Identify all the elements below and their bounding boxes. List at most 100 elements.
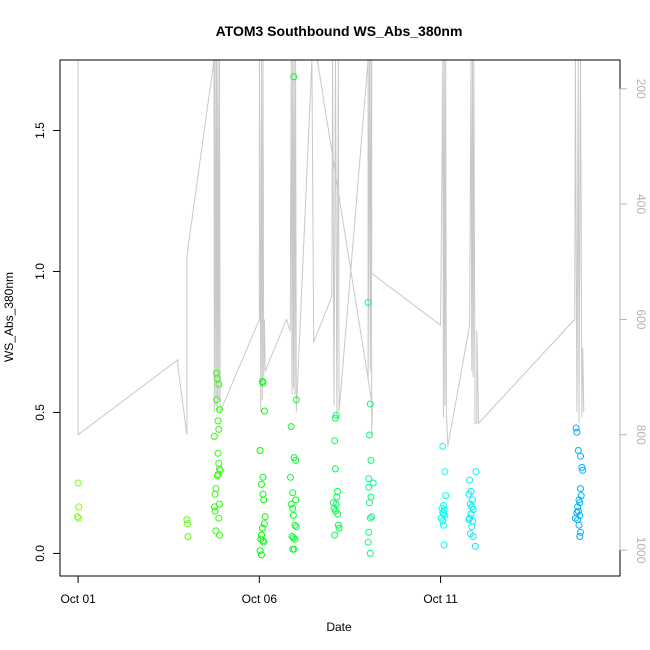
data-point xyxy=(256,447,264,454)
data-point xyxy=(334,521,342,529)
data-point xyxy=(289,504,297,512)
x-axis: Oct 01 Oct 06 Oct 11 xyxy=(60,575,458,606)
data-point xyxy=(287,500,295,508)
data-point xyxy=(213,472,221,480)
y-axis: 0.0 0.5 1.0 1.5 xyxy=(33,122,61,562)
data-point xyxy=(469,533,477,540)
data-point xyxy=(575,496,583,504)
right-tick-label: 600 xyxy=(634,309,648,329)
data-point xyxy=(292,396,300,404)
data-point xyxy=(367,456,375,464)
data-point xyxy=(366,499,373,507)
data-point xyxy=(215,380,223,388)
data-point xyxy=(210,432,218,440)
data-point xyxy=(290,73,298,81)
data-point xyxy=(469,496,476,504)
data-point xyxy=(213,396,221,404)
data-point xyxy=(469,506,477,514)
data-point xyxy=(289,534,297,542)
data-point xyxy=(365,475,373,483)
data-point xyxy=(365,528,373,536)
x-tick-label: Oct 06 xyxy=(242,592,278,606)
data-point xyxy=(75,503,83,511)
data-point xyxy=(366,400,374,408)
data-point xyxy=(577,452,584,460)
data-point xyxy=(215,514,223,522)
data-point xyxy=(366,431,373,439)
data-point xyxy=(184,533,192,540)
data-point xyxy=(292,456,300,464)
data-point xyxy=(466,476,474,484)
data-point xyxy=(364,538,372,546)
data-point xyxy=(471,542,479,550)
data-point xyxy=(332,465,339,473)
y-axis-label: WS_Abs_380nm xyxy=(2,272,16,362)
data-point xyxy=(579,466,587,474)
data-point xyxy=(575,521,583,529)
data-point xyxy=(212,527,220,535)
data-point xyxy=(366,514,374,522)
data-point xyxy=(332,414,339,422)
data-point xyxy=(216,466,224,474)
x-axis-label: Date xyxy=(326,620,352,634)
data-point xyxy=(439,442,447,450)
data-point xyxy=(368,513,376,521)
data-point xyxy=(289,489,297,497)
data-point xyxy=(259,473,267,481)
data-point xyxy=(75,514,82,522)
data-point xyxy=(291,521,299,529)
data-point xyxy=(465,490,473,498)
data-point xyxy=(183,516,191,524)
data-point xyxy=(256,547,264,555)
data-point xyxy=(289,511,297,519)
data-point xyxy=(184,520,192,528)
data-point xyxy=(258,524,266,532)
data-point xyxy=(365,483,373,491)
data-point xyxy=(573,428,581,436)
data-point xyxy=(74,479,82,487)
y-tick-label: 1.0 xyxy=(33,263,47,280)
data-point xyxy=(291,535,299,543)
data-point xyxy=(442,492,450,500)
data-point xyxy=(287,473,294,481)
data-point xyxy=(292,496,300,504)
data-point xyxy=(576,533,584,540)
data-point xyxy=(210,503,218,511)
data-point xyxy=(574,507,582,515)
data-point xyxy=(211,490,219,498)
data-point xyxy=(578,463,586,471)
data-point xyxy=(332,411,340,419)
data-point xyxy=(334,510,342,518)
data-point xyxy=(331,531,339,539)
data-point xyxy=(577,528,584,536)
data-point xyxy=(439,517,447,525)
data-point xyxy=(369,479,377,487)
data-point xyxy=(211,507,219,515)
data-point xyxy=(73,513,81,521)
data-point xyxy=(292,523,300,531)
data-point xyxy=(440,510,447,518)
data-point xyxy=(290,545,298,553)
data-point xyxy=(260,407,268,415)
data-point xyxy=(332,500,340,508)
data-point xyxy=(572,424,580,432)
data-point xyxy=(364,299,372,306)
chart-title: ATOM3 Southbound WS_Abs_380nm xyxy=(216,23,463,39)
data-point xyxy=(260,538,268,546)
data-point xyxy=(440,521,447,529)
data-point xyxy=(214,449,222,457)
data-point xyxy=(287,423,295,431)
data-point xyxy=(260,520,268,528)
data-point xyxy=(258,480,265,488)
y-tick-label: 0.5 xyxy=(33,404,47,421)
data-point xyxy=(216,531,223,539)
data-point xyxy=(259,379,267,387)
data-point xyxy=(468,523,476,531)
data-point xyxy=(260,496,268,504)
right-tick-label: 1000 xyxy=(634,537,648,564)
data-point xyxy=(335,524,343,532)
data-point xyxy=(216,406,223,414)
data-point xyxy=(465,516,473,524)
